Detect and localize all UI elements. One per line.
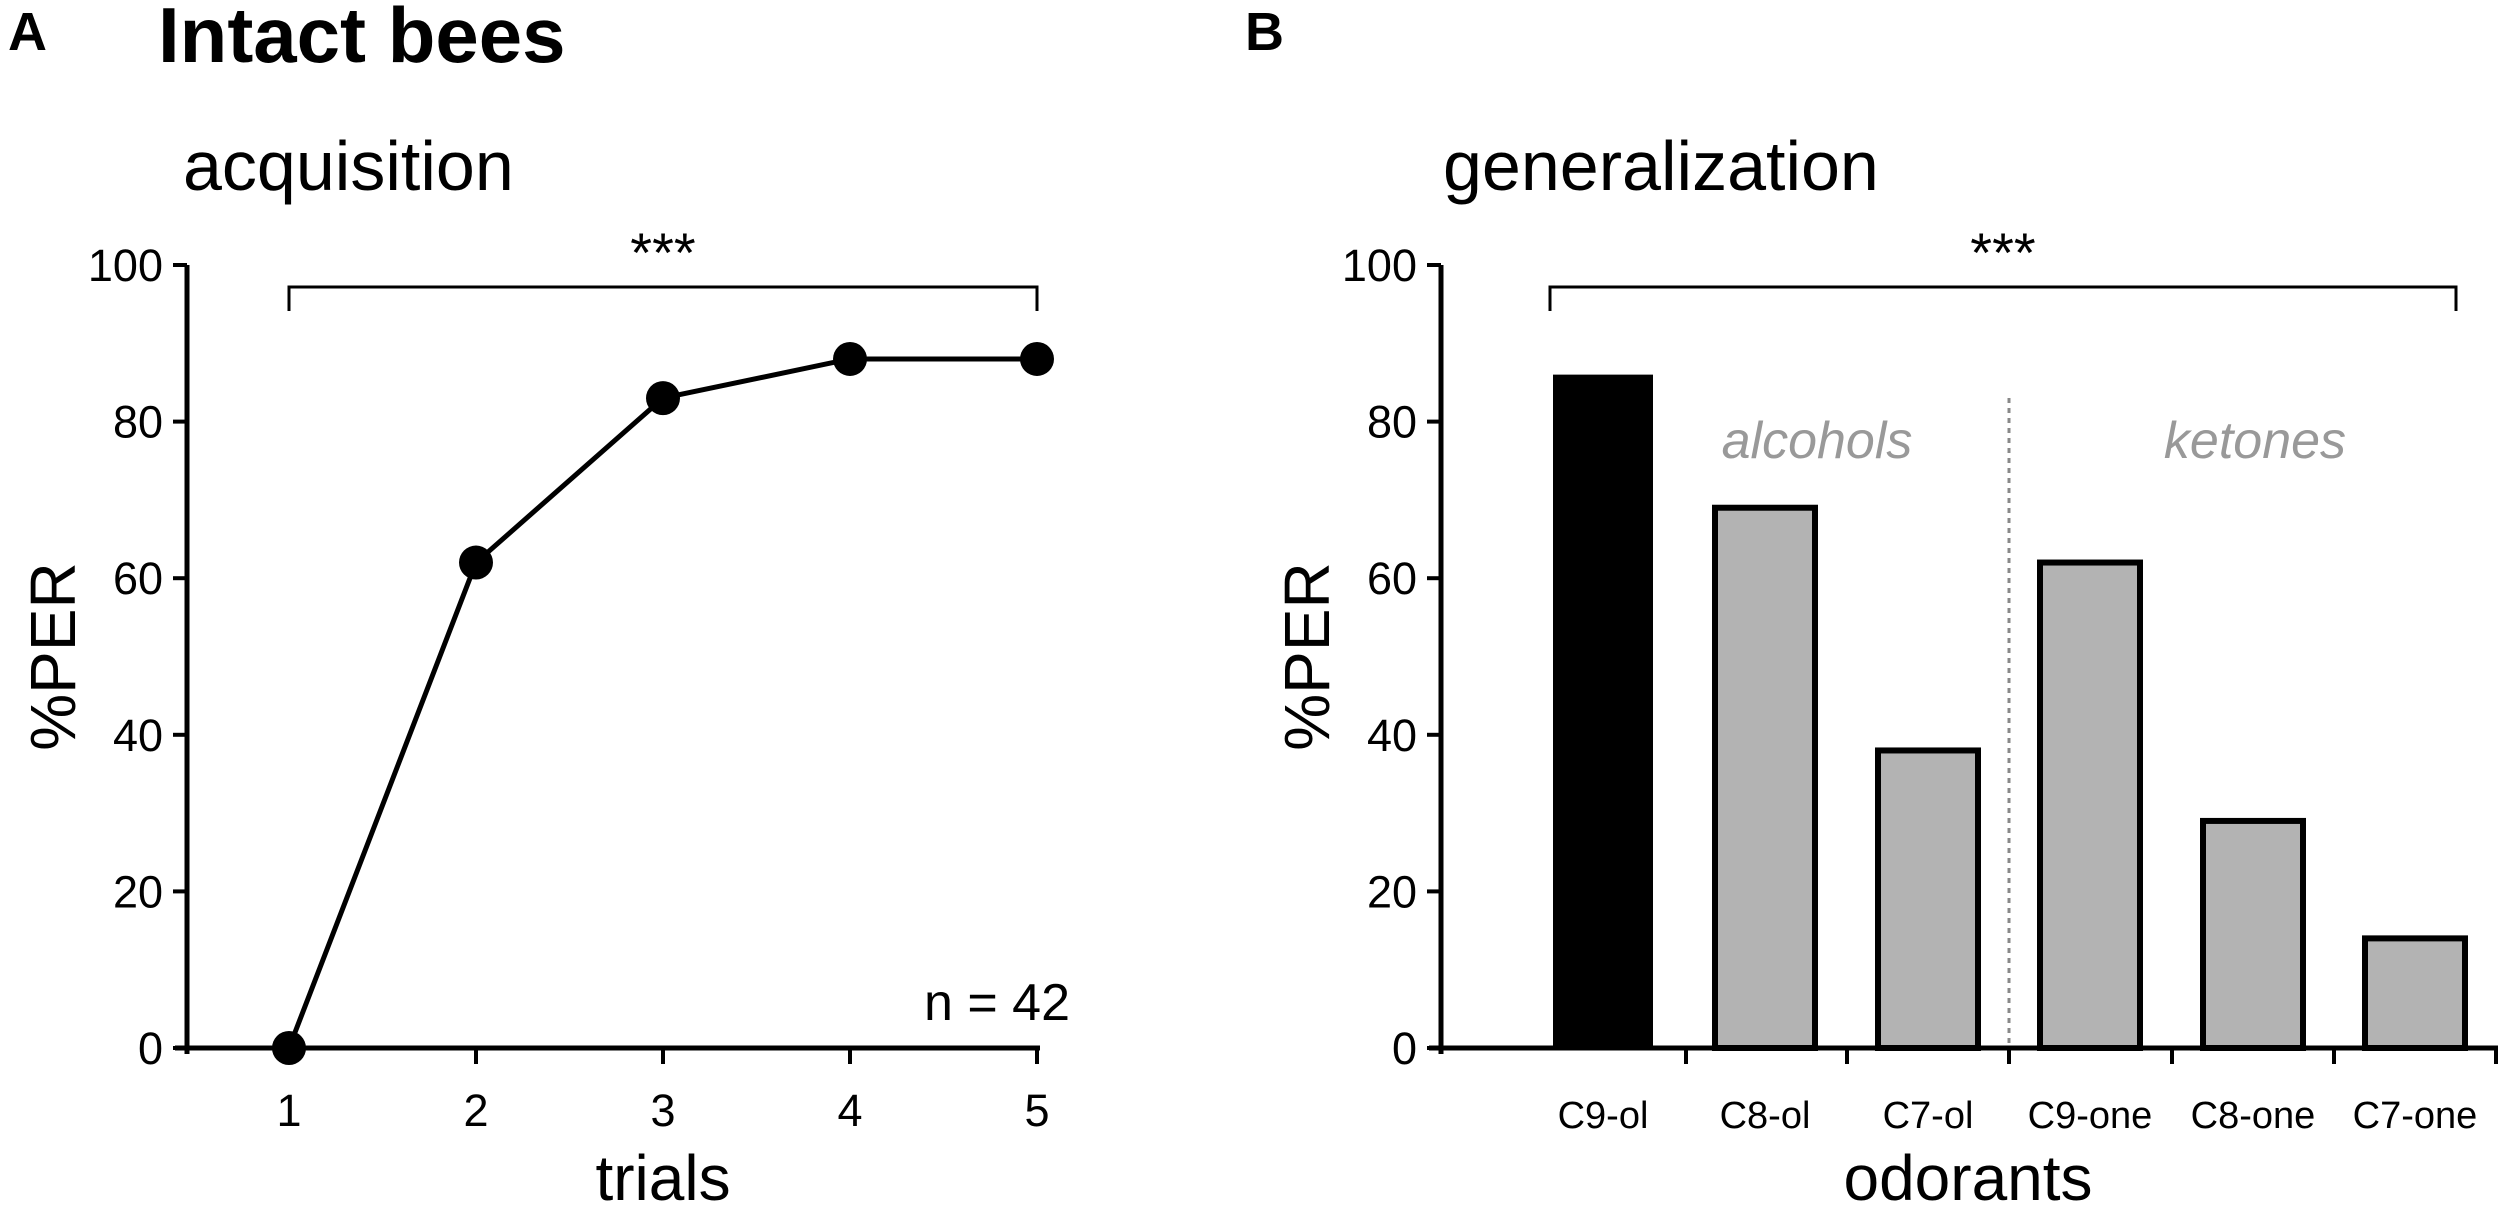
main-title: Intact bees: [158, 0, 565, 79]
significance-bracket: [1548, 285, 2458, 311]
x-category-label: C8-ol: [1720, 1095, 1811, 1137]
y-tick-label: 60: [113, 553, 163, 604]
bar-c8-one: [2200, 817, 2306, 1051]
acquisition-chart: 0 20 40 60 80 100 %PER 1 2 3 4 5 trials *** n = 42: [17, 221, 1070, 1205]
bar-c8-ol: [1712, 504, 1818, 1052]
group-label-alcohols: alcohols: [1722, 412, 1913, 470]
y-tick-label: 80: [1367, 397, 1417, 448]
y-tick-label: 60: [1367, 553, 1417, 604]
y-tick-label: 40: [113, 710, 163, 761]
significance-bracket: [287, 285, 1039, 311]
x-axis-label: odorants: [1843, 1142, 2092, 1205]
panel-b-letter: B: [1245, 2, 1284, 62]
bar-c7-ol: [1875, 747, 1981, 1052]
data-point: [646, 381, 680, 416]
y-axis-label: %PER: [17, 562, 89, 751]
x-tick-label: 1: [276, 1085, 301, 1136]
data-line: [286, 356, 1037, 1049]
y-tick-label: 0: [138, 1023, 163, 1074]
significance-stars: ***: [1970, 221, 2035, 284]
significance-stars: ***: [630, 221, 695, 284]
y-tick-label: 20: [1367, 866, 1417, 917]
x-category-label: C8-one: [2191, 1095, 2316, 1137]
group-label-ketones: ketones: [2164, 412, 2346, 470]
panel-a-letter: A: [8, 2, 47, 62]
generalization-chart: 0 20 40 60 80 100 %PER C9-ol C8-ol C7-ol C9-one C8-…: [1271, 221, 2498, 1205]
x-tick-label: 4: [837, 1085, 862, 1136]
bar-c9-ol: [1553, 374, 1653, 1048]
data-point: [459, 545, 493, 580]
bar-c7-one: [2362, 935, 2468, 1052]
y-tick-label: 80: [113, 397, 163, 448]
x-tick-label: 2: [463, 1085, 488, 1136]
data-point: [833, 341, 867, 376]
data-point: [1020, 341, 1054, 376]
x-tick-label: 3: [650, 1085, 675, 1136]
y-axis-label: %PER: [1271, 562, 1343, 751]
sample-size-label: n = 42: [924, 974, 1070, 1032]
y-tick-label: 0: [1392, 1023, 1417, 1074]
y-tick-label: 100: [1342, 240, 1417, 291]
y-tick-label: 20: [113, 866, 163, 917]
chart-b-title: generalization: [1443, 127, 1879, 205]
x-category-label: C9-ol: [1558, 1095, 1649, 1137]
x-tick-label: 5: [1024, 1085, 1049, 1136]
y-tick-label: 100: [88, 240, 163, 291]
x-axis-label: trials: [595, 1142, 730, 1205]
chart-a-title: acquisition: [183, 127, 514, 205]
x-category-label: C7-ol: [1883, 1095, 1974, 1137]
bar-c9-one: [2037, 559, 2143, 1051]
x-category-label: C7-one: [2353, 1095, 2478, 1137]
x-category-label: C9-one: [2028, 1095, 2153, 1137]
y-tick-label: 40: [1367, 710, 1417, 761]
data-point: [272, 1031, 306, 1065]
